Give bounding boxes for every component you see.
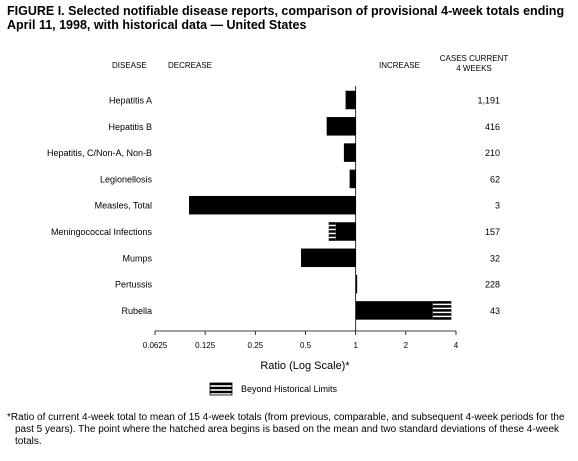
bar xyxy=(345,90,356,110)
case-count: 157 xyxy=(485,227,500,237)
category-label: Hepatitis A xyxy=(109,96,152,106)
category-label: Meningococcal Infections xyxy=(51,227,153,237)
bar xyxy=(349,169,356,189)
bar-hatch xyxy=(328,222,336,241)
x-tick-label: 0.25 xyxy=(248,341,264,350)
case-counts: 1,191 416 210 62 3 157 32 228 43 xyxy=(477,96,500,316)
bar xyxy=(355,301,452,320)
hatch-stripe xyxy=(328,222,336,225)
hatch-stripe xyxy=(432,309,452,312)
case-count: 62 xyxy=(490,174,500,184)
category-label: Mumps xyxy=(122,253,152,263)
category-label: Rubella xyxy=(121,306,152,316)
footnote: *Ratio of current 4-week total to mean o… xyxy=(7,412,575,448)
bar xyxy=(343,143,356,162)
legend-label: Beyond Historical Limits xyxy=(241,384,338,394)
x-tick-label: 0.125 xyxy=(195,341,216,350)
hatch-stripe xyxy=(328,238,336,241)
category-labels: Hepatitis A Hepatitis B Hepatitis, C/Non-A… xyxy=(47,96,153,316)
x-tick-label: 4 xyxy=(454,341,459,350)
category-label: Legionellosis xyxy=(100,174,153,184)
bar-hatch xyxy=(432,301,452,320)
figure-title: FIGURE I. Selected notifiable disease re… xyxy=(7,4,565,32)
bars xyxy=(189,90,452,320)
x-tick-label: 1 xyxy=(353,341,358,350)
case-count: 416 xyxy=(485,122,500,132)
category-label: Measles, Total xyxy=(95,201,152,211)
header-increase: INCREASE xyxy=(379,61,420,70)
hatch-stripe xyxy=(432,317,452,320)
case-count: 32 xyxy=(490,253,500,263)
case-count: 210 xyxy=(485,148,500,158)
bar xyxy=(355,274,358,294)
category-label: Hepatitis, C/Non-A, Non-B xyxy=(47,148,152,158)
header-disease: DISEASE xyxy=(112,61,147,70)
header-decrease: DECREASE xyxy=(168,61,212,70)
category-label: Hepatitis B xyxy=(108,122,152,132)
header-cases-line2: 4 WEEKS xyxy=(456,64,492,73)
legend-swatch xyxy=(209,382,233,396)
hatch-stripe xyxy=(432,313,452,316)
x-axis-label: Ratio (Log Scale)* xyxy=(260,360,350,372)
hatch-stripe xyxy=(328,226,336,229)
bar xyxy=(301,248,356,268)
hatch-stripe xyxy=(432,305,452,308)
case-count: 3 xyxy=(495,201,500,211)
x-tick-label: 0.0625 xyxy=(143,341,168,350)
bar xyxy=(189,195,356,215)
case-count: 43 xyxy=(490,306,500,316)
footnote-marker: * xyxy=(7,412,11,423)
hatch-stripe xyxy=(432,301,452,304)
case-count: 1,191 xyxy=(477,96,500,106)
x-tick-label: 0.5 xyxy=(300,341,312,350)
bar xyxy=(326,117,356,136)
category-label: Pertussis xyxy=(115,280,153,290)
x-axis: 0.0625 0.125 0.25 0.5 1 2 4 xyxy=(143,86,459,350)
footnote-text: Ratio of current 4-week total to mean of… xyxy=(10,412,565,447)
case-count: 228 xyxy=(485,280,500,290)
hatch-stripe xyxy=(328,230,336,233)
header-cases-line1: CASES CURRENT xyxy=(440,54,509,63)
hatch-stripe xyxy=(328,234,336,237)
x-tick-label: 2 xyxy=(404,341,409,350)
